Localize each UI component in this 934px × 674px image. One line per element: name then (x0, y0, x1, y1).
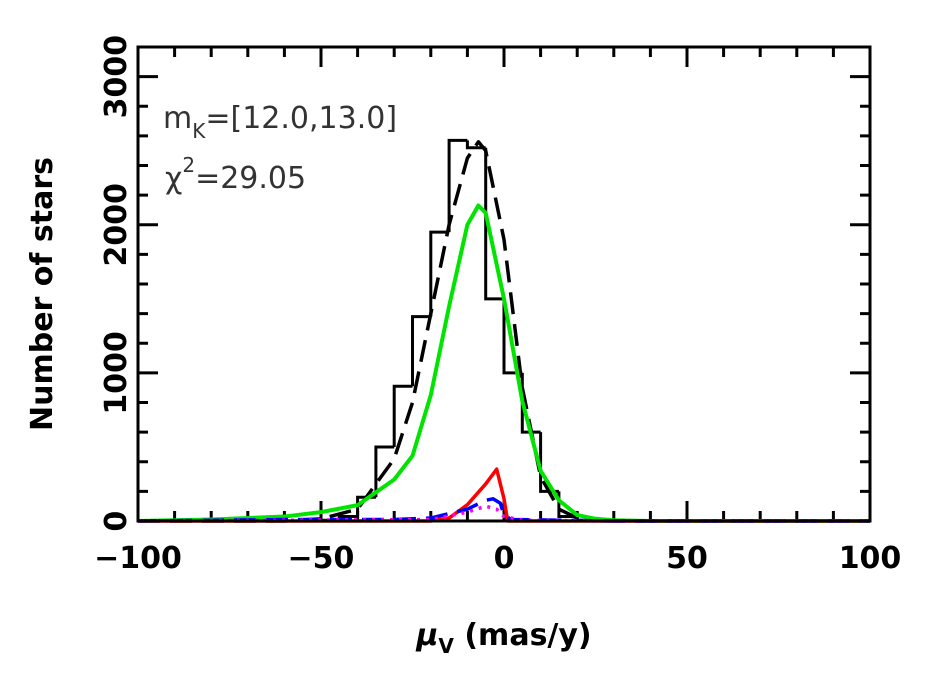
annotation-part: m (163, 101, 192, 136)
histogram-bin (392, 384, 413, 447)
histogram-bin (447, 138, 468, 233)
plot-frame (136, 45, 872, 523)
histogram-bin (465, 140, 486, 150)
model-line (138, 140, 870, 523)
x-tick-label: 100 (839, 541, 902, 576)
x-tick-label: 50 (666, 541, 708, 576)
annotation-part: =29.05 (195, 161, 306, 196)
x-tick-label: 0 (494, 541, 515, 576)
x-axis-label-part: V (438, 634, 454, 658)
y-axis-label: Number of stars (25, 157, 60, 431)
histogram-bin (429, 230, 450, 317)
x-axis-label: μV (mas/y) (415, 618, 591, 658)
x-axis-label-part: (mas/y) (454, 618, 592, 653)
histogram-bin (484, 147, 504, 301)
x-tick-label: −50 (288, 541, 355, 576)
y-tick-label: 2000 (99, 183, 134, 267)
annotation-part: K (192, 119, 206, 143)
x-axis-label-part: μ (415, 618, 438, 653)
histogram-bin (374, 445, 395, 498)
annotation: mK=[12.0,13.0] (163, 101, 397, 143)
y-tick-label: 0 (99, 511, 134, 532)
annotation-part: 2 (182, 153, 195, 177)
annotation: χ2=29.05 (165, 153, 306, 196)
x-tick-label: −100 (94, 541, 182, 576)
y-tick-label: 3000 (99, 35, 134, 119)
histogram-bin (411, 315, 431, 387)
y-tick-label: 1000 (99, 331, 134, 415)
annotation-part: χ (165, 161, 182, 196)
annotation-part: =[12.0,13.0] (205, 101, 397, 136)
